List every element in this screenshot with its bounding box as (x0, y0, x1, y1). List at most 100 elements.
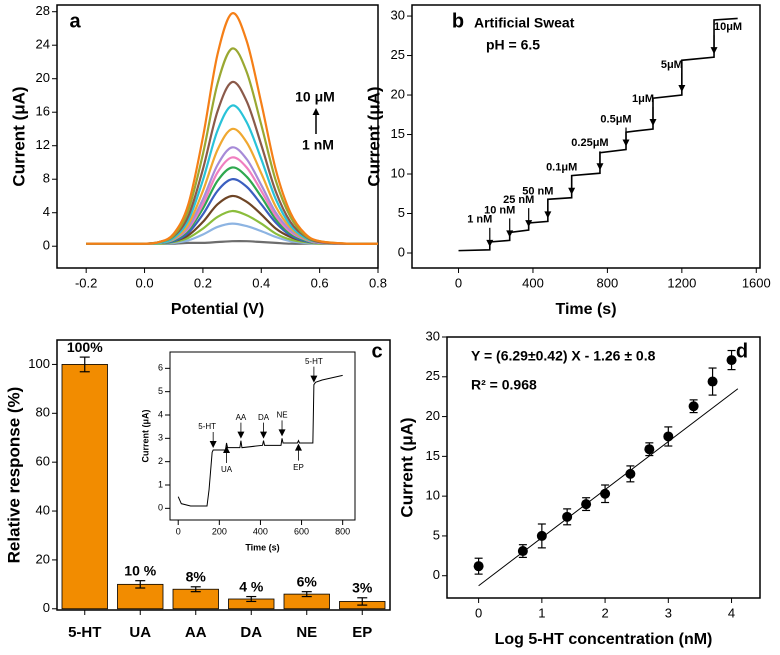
x-tick-label: 0 (455, 275, 462, 290)
data-point (707, 376, 718, 387)
x-tick-label: 2 (601, 605, 608, 620)
error-bar (135, 580, 146, 589)
y-tick-label: 10 (391, 165, 405, 180)
x-tick-label: 1600 (742, 275, 771, 290)
arrow-head (260, 431, 268, 439)
y-tick-label: 24 (36, 37, 50, 52)
y-tick-label: 25 (391, 47, 405, 62)
y-tick-label: 60 (36, 454, 50, 469)
arrow-head (710, 47, 718, 55)
step-label: 50 nM (522, 185, 553, 197)
panel-label: b (452, 10, 464, 32)
value-label: 6% (297, 573, 318, 589)
panel-label: a (69, 10, 81, 32)
arrow-head (237, 431, 245, 439)
y-axis-label: Current (μA) (364, 86, 383, 186)
x-tick-label: 1200 (667, 275, 696, 290)
y-axis-label: Relative response (%) (4, 387, 23, 564)
x-tick-label: 0.4 (252, 275, 270, 290)
data-point (536, 530, 547, 541)
y-tick-label: 4 (158, 409, 163, 419)
y-tick-label: 10 (426, 488, 440, 503)
annotation: Artificial Sweat (474, 15, 575, 31)
step-label: 5-HT (198, 422, 216, 431)
step-label: 10μM (714, 21, 742, 33)
y-tick-label: 16 (36, 104, 50, 119)
x-tick-label: AA (185, 624, 207, 641)
arrow-head (568, 187, 576, 195)
step-label: 0.5μM (600, 113, 631, 125)
arrow-head (506, 230, 514, 238)
step-label: 5μM (661, 59, 683, 71)
y-tick-label: 2 (158, 456, 163, 466)
y-tick-label: 5 (158, 386, 163, 396)
data-point (517, 546, 528, 557)
y-tick-label: 1 (158, 479, 163, 489)
step-label: 10 nM (484, 204, 515, 216)
data-point (600, 488, 611, 499)
value-label: 100% (67, 339, 103, 355)
arrow-head (223, 446, 231, 453)
value-label: 3% (352, 579, 373, 595)
arrow-head (312, 108, 320, 115)
y-tick-label: 0 (398, 244, 405, 259)
plot-frame (56, 4, 379, 269)
x-tick-label: 800 (597, 275, 619, 290)
step-label: NE (276, 410, 287, 419)
y-tick-label: 0 (43, 238, 50, 253)
x-tick-label: 0 (176, 526, 181, 536)
y-axis-label: Current (μA) (397, 417, 416, 517)
data-point (726, 355, 737, 366)
step-label: 5-HT (305, 357, 323, 366)
panel-label: d (736, 340, 748, 362)
arrow-head (544, 211, 552, 219)
error-bar (79, 356, 90, 373)
x-tick-label: -0.2 (75, 275, 97, 290)
arrow-head (294, 443, 302, 451)
x-tick-label: 3 (665, 605, 672, 620)
error-bar (301, 591, 312, 598)
data-point (581, 499, 592, 510)
x-tick-label: 0.0 (136, 275, 154, 290)
annotation: Y = (6.29±0.42) X - 1.26 ± 0.8 (471, 348, 656, 364)
value-label: 4 % (239, 578, 264, 594)
x-tick-label: EP (352, 624, 372, 641)
y-tick-label: 15 (391, 126, 405, 141)
panel-label: c (371, 340, 382, 362)
step-label: 0.1μM (546, 162, 577, 174)
data-point (625, 468, 636, 479)
step-label: UA (221, 465, 233, 474)
arrow-head (310, 375, 318, 383)
y-axis-label: Current (μA) (140, 409, 150, 462)
x-tick-label: 5-HT (68, 624, 101, 641)
x-axis-label: Log 5-HT concentration (nM) (495, 631, 713, 648)
error-bar (357, 597, 368, 606)
x-tick-label: 0.6 (311, 275, 329, 290)
x-tick-label: 400 (253, 526, 268, 536)
error-bar (190, 586, 201, 593)
annotation: 10 μM (295, 89, 335, 105)
y-tick-label: 3 (158, 433, 163, 443)
x-tick-label: UA (129, 624, 151, 641)
data-point (688, 401, 699, 412)
x-tick-label: 600 (294, 526, 309, 536)
arrow-head (209, 441, 217, 448)
y-tick-label: 12 (36, 137, 50, 152)
y-tick-label: 40 (36, 502, 50, 517)
y-tick-label: 20 (36, 551, 50, 566)
y-tick-label: 80 (36, 405, 50, 420)
y-tick-label: 5 (398, 205, 405, 220)
y-tick-label: 30 (391, 7, 405, 22)
arrow-head (486, 239, 494, 247)
y-tick-label: 4 (43, 204, 50, 219)
y-tick-label: 5 (433, 527, 440, 542)
y-tick-label: 20 (36, 70, 50, 85)
y-tick-label: 30 (426, 328, 440, 343)
value-label: 8% (186, 568, 207, 584)
y-tick-label: 15 (426, 448, 440, 463)
x-axis-label: Potential (V) (171, 301, 264, 318)
y-tick-label: 20 (426, 408, 440, 423)
x-tick-label: 200 (212, 526, 227, 536)
step-label: AA (236, 413, 247, 422)
